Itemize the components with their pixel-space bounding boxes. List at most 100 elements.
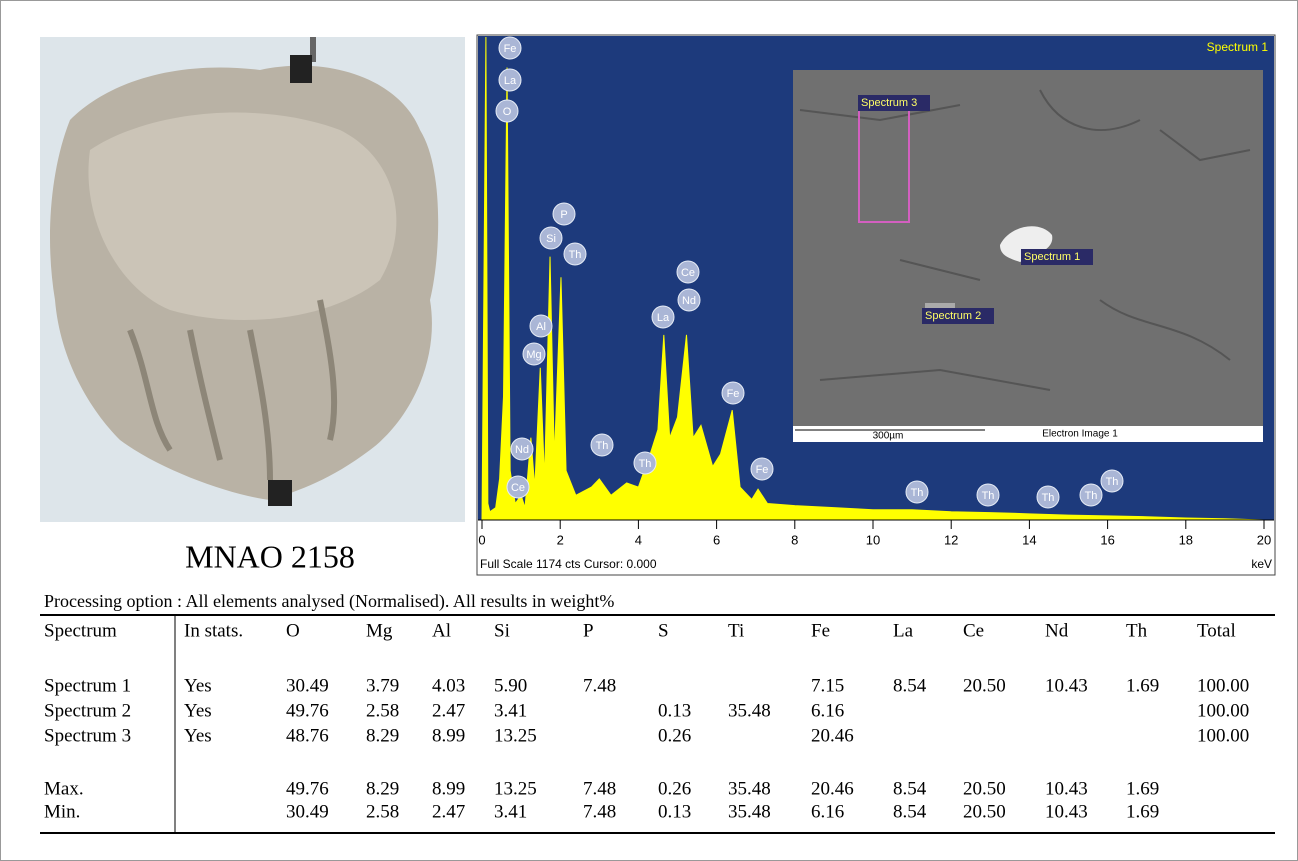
table-cell: 7.48	[583, 675, 616, 696]
peak-label: Si	[546, 233, 556, 245]
table-cell: 10.43	[1045, 801, 1088, 822]
x-tick-label: 0	[478, 532, 485, 547]
table-caption: Processing option : All elements analyse…	[44, 591, 614, 612]
peak-label: Th	[596, 440, 609, 452]
header-cell: Nd	[1045, 620, 1069, 641]
peak-marker	[498, 36, 522, 60]
scale-bar-label: 300µm	[873, 431, 904, 442]
table-cell: 30.49	[286, 801, 329, 822]
table-cell: 7.15	[811, 675, 844, 696]
table-cell: 3.41	[494, 700, 527, 721]
spectrum-title: Spectrum 1	[1207, 40, 1269, 54]
peak-marker	[590, 433, 614, 457]
table-cell: 20.50	[963, 801, 1006, 822]
table-cell: 2.47	[432, 801, 465, 822]
x-tick-label: 12	[944, 532, 958, 547]
table-cell: 13.25	[494, 725, 537, 746]
peak-label: Th	[1106, 476, 1119, 488]
peak-marker	[651, 305, 675, 329]
header-cell: Al	[432, 620, 451, 641]
table-cell: Spectrum 3	[44, 725, 131, 746]
table-cell: 4.03	[432, 675, 465, 696]
peak-marker	[633, 451, 657, 475]
table-cell: Yes	[184, 700, 212, 721]
table-cell: 6.16	[811, 700, 844, 721]
header-cell: Ce	[963, 620, 984, 641]
table-cell: 1.69	[1126, 778, 1159, 799]
table-cell: 100.00	[1197, 700, 1249, 721]
peak-label: La	[504, 75, 517, 87]
photo	[40, 37, 465, 522]
peak-marker	[510, 437, 534, 461]
x-tick-label: 4	[635, 532, 642, 547]
table-cell: 8.29	[366, 725, 399, 746]
peak-label: Th	[1085, 490, 1098, 502]
peak-label: La	[657, 312, 670, 324]
x-axis-label: keV	[1251, 557, 1272, 571]
table-cell: Min.	[44, 801, 80, 822]
spectrum-tag	[858, 95, 930, 111]
peak-label: Fe	[504, 43, 517, 55]
table-cell: 20.46	[811, 725, 854, 746]
x-tick-label: 20	[1257, 532, 1271, 547]
sem-image: Spectrum 3 Spectrum 1 Spectrum 2 300µm Elect…	[793, 70, 1263, 442]
table-cell: Spectrum 1	[44, 675, 131, 696]
table-cell: 0.26	[658, 725, 691, 746]
peak-label: Ce	[511, 482, 525, 494]
table-cell: 1.69	[1126, 675, 1159, 696]
table-cell: 35.48	[728, 778, 771, 799]
peak-marker	[905, 480, 929, 504]
peak-label: Fe	[756, 464, 769, 476]
peak-label: O	[503, 106, 512, 118]
table-cell: 30.49	[286, 675, 329, 696]
spectrum-footer: Full Scale 1174 cts Cursor: 0.000	[480, 557, 657, 571]
peak-marker	[522, 342, 546, 366]
table-cell: 100.00	[1197, 675, 1249, 696]
table-cell: 8.54	[893, 675, 927, 696]
spectrum-tag-label: Spectrum 2	[925, 310, 981, 322]
table-cell: 7.48	[583, 778, 616, 799]
table-cell: 20.46	[811, 778, 854, 799]
table-cell: 0.26	[658, 778, 691, 799]
peak-label: Th	[911, 487, 924, 499]
peak-label: Th	[982, 490, 995, 502]
peak-marker	[677, 288, 701, 312]
table-cell: Yes	[184, 725, 212, 746]
table-cell: 1.69	[1126, 801, 1159, 822]
table-cell: 10.43	[1045, 675, 1088, 696]
spectrum-tag-label: Spectrum 3	[861, 97, 917, 109]
peak-label: P	[560, 209, 567, 221]
header-cell: Th	[1126, 620, 1148, 641]
table-cell: 48.76	[286, 725, 329, 746]
header-cell: In stats.	[184, 620, 243, 641]
peak-marker	[552, 202, 576, 226]
header-cell: S	[658, 620, 669, 641]
table-cell: 13.25	[494, 778, 537, 799]
peak-marker	[539, 226, 563, 250]
peak-marker	[721, 381, 745, 405]
header-cell: La	[893, 620, 914, 641]
table-cell: 0.13	[658, 700, 691, 721]
peak-marker	[976, 483, 1000, 507]
peak-label: Mg	[526, 349, 541, 361]
table-cell: 49.76	[286, 778, 329, 799]
table-cell: Max.	[44, 778, 84, 799]
sem-caption: Electron Image 1	[1042, 429, 1118, 440]
header-cell: Si	[494, 620, 510, 641]
data-table: Processing option : All elements analyse…	[40, 591, 1275, 834]
x-tick-label: 18	[1179, 532, 1193, 547]
table-cell: 2.47	[432, 700, 465, 721]
table-cell: 3.41	[494, 801, 527, 822]
peak-marker	[495, 99, 519, 123]
spectrum-tag	[922, 308, 994, 324]
peak-marker	[498, 68, 522, 92]
table-cell: 6.16	[811, 801, 844, 822]
table-cell: 8.99	[432, 725, 465, 746]
x-tick-label: 2	[557, 532, 564, 547]
header-cell: Ti	[728, 620, 744, 641]
peak-marker	[529, 314, 553, 338]
table-cell: 0.13	[658, 801, 691, 822]
table-cell: 2.58	[366, 700, 399, 721]
x-tick-label: 10	[866, 532, 880, 547]
